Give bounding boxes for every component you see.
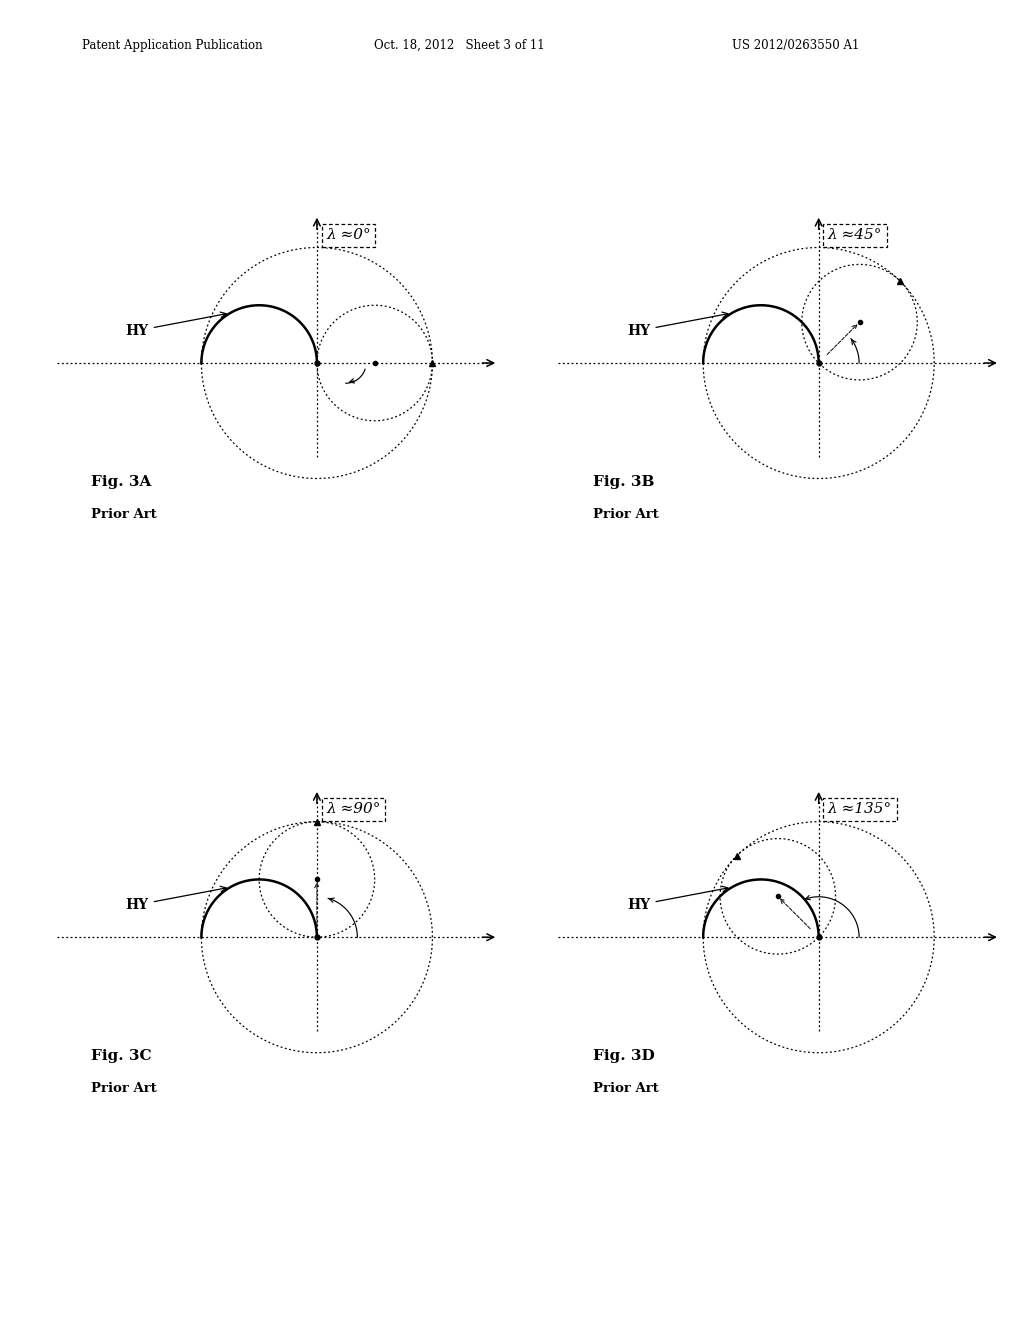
Text: Oct. 18, 2012   Sheet 3 of 11: Oct. 18, 2012 Sheet 3 of 11 <box>374 38 545 51</box>
Text: Fig. 3B: Fig. 3B <box>593 475 654 490</box>
Text: HY: HY <box>628 312 728 338</box>
Text: Prior Art: Prior Art <box>593 1082 658 1094</box>
Text: HY: HY <box>126 312 226 338</box>
Text: Prior Art: Prior Art <box>593 508 658 520</box>
Text: Prior Art: Prior Art <box>91 508 157 520</box>
Text: Fig. 3A: Fig. 3A <box>91 475 152 490</box>
Text: λ ≈90°: λ ≈90° <box>327 803 381 816</box>
Text: Prior Art: Prior Art <box>91 1082 157 1094</box>
Text: Patent Application Publication: Patent Application Publication <box>82 38 262 51</box>
Text: λ ≈0°: λ ≈0° <box>327 228 371 242</box>
Text: HY: HY <box>628 886 728 912</box>
Text: λ ≈135°: λ ≈135° <box>828 803 892 816</box>
Text: Fig. 3C: Fig. 3C <box>91 1049 152 1064</box>
Text: US 2012/0263550 A1: US 2012/0263550 A1 <box>732 38 859 51</box>
Text: Fig. 3D: Fig. 3D <box>593 1049 654 1064</box>
Text: λ ≈45°: λ ≈45° <box>828 228 883 242</box>
Text: HY: HY <box>126 886 226 912</box>
